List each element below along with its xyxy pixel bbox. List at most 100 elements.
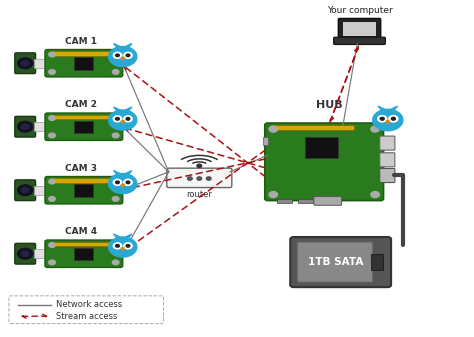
Circle shape xyxy=(18,121,33,132)
Circle shape xyxy=(112,260,119,265)
Circle shape xyxy=(109,47,137,67)
Circle shape xyxy=(21,188,29,193)
Circle shape xyxy=(21,251,29,256)
Circle shape xyxy=(113,179,122,185)
Circle shape xyxy=(378,116,387,122)
Bar xyxy=(34,186,47,195)
FancyBboxPatch shape xyxy=(15,180,36,201)
Circle shape xyxy=(49,196,55,201)
FancyBboxPatch shape xyxy=(15,116,36,137)
Circle shape xyxy=(21,61,29,66)
Circle shape xyxy=(373,109,403,131)
Text: HUB: HUB xyxy=(316,100,342,110)
Circle shape xyxy=(124,243,132,249)
Polygon shape xyxy=(121,57,125,60)
Circle shape xyxy=(116,54,119,57)
Circle shape xyxy=(116,245,119,247)
Text: Your computer: Your computer xyxy=(327,6,392,16)
Circle shape xyxy=(371,191,379,197)
FancyBboxPatch shape xyxy=(297,242,373,282)
Circle shape xyxy=(112,52,119,57)
Circle shape xyxy=(112,133,119,138)
FancyBboxPatch shape xyxy=(380,136,395,150)
FancyBboxPatch shape xyxy=(45,177,123,204)
FancyBboxPatch shape xyxy=(338,19,381,40)
Circle shape xyxy=(126,54,130,57)
Text: CAM 4: CAM 4 xyxy=(65,227,97,236)
Circle shape xyxy=(21,124,29,129)
Bar xyxy=(51,115,117,119)
Polygon shape xyxy=(121,121,125,124)
Bar xyxy=(305,137,338,158)
Polygon shape xyxy=(114,107,122,113)
Circle shape xyxy=(49,260,55,265)
Text: Stream access: Stream access xyxy=(55,312,117,321)
Polygon shape xyxy=(121,184,125,187)
Circle shape xyxy=(18,58,33,68)
Polygon shape xyxy=(389,106,398,112)
Polygon shape xyxy=(121,248,125,250)
FancyBboxPatch shape xyxy=(45,50,123,77)
Bar xyxy=(344,22,375,36)
FancyBboxPatch shape xyxy=(265,123,383,201)
Circle shape xyxy=(380,117,384,120)
Text: Network access: Network access xyxy=(55,300,122,309)
FancyBboxPatch shape xyxy=(334,37,385,44)
FancyBboxPatch shape xyxy=(15,243,36,264)
Bar xyxy=(263,137,268,145)
Circle shape xyxy=(126,245,130,247)
Circle shape xyxy=(112,196,119,201)
FancyBboxPatch shape xyxy=(45,240,123,268)
Polygon shape xyxy=(123,234,132,240)
Text: router: router xyxy=(186,189,212,198)
Circle shape xyxy=(112,243,119,247)
Bar xyxy=(74,121,93,133)
Circle shape xyxy=(49,52,55,57)
Polygon shape xyxy=(123,107,132,113)
FancyBboxPatch shape xyxy=(45,113,123,141)
Bar xyxy=(51,51,117,56)
Bar xyxy=(51,242,117,246)
Circle shape xyxy=(112,69,119,74)
FancyBboxPatch shape xyxy=(380,168,395,183)
Circle shape xyxy=(124,52,132,58)
Text: CAM 2: CAM 2 xyxy=(65,100,97,109)
Circle shape xyxy=(116,181,119,184)
Circle shape xyxy=(109,174,137,193)
Text: CAM 1: CAM 1 xyxy=(65,37,97,46)
FancyBboxPatch shape xyxy=(15,53,36,73)
Circle shape xyxy=(113,243,122,249)
Text: 1TB SATA: 1TB SATA xyxy=(308,257,364,267)
Polygon shape xyxy=(114,171,122,176)
Circle shape xyxy=(206,177,211,180)
Circle shape xyxy=(49,243,55,247)
Text: CAM 3: CAM 3 xyxy=(65,164,97,173)
Circle shape xyxy=(109,110,137,130)
Polygon shape xyxy=(114,43,122,49)
FancyBboxPatch shape xyxy=(380,153,395,167)
Polygon shape xyxy=(386,121,390,124)
Circle shape xyxy=(197,164,201,167)
Circle shape xyxy=(188,177,192,180)
Circle shape xyxy=(124,116,132,122)
Circle shape xyxy=(116,118,119,120)
Circle shape xyxy=(113,116,122,122)
FancyBboxPatch shape xyxy=(167,168,232,188)
Polygon shape xyxy=(123,171,132,176)
Circle shape xyxy=(124,179,132,185)
Circle shape xyxy=(18,248,33,259)
Circle shape xyxy=(113,52,122,58)
Circle shape xyxy=(269,126,277,132)
Circle shape xyxy=(126,118,130,120)
Bar xyxy=(74,248,93,261)
Circle shape xyxy=(49,116,55,120)
FancyBboxPatch shape xyxy=(314,196,342,205)
Bar xyxy=(277,198,292,203)
Polygon shape xyxy=(114,234,122,240)
Circle shape xyxy=(389,116,398,122)
Bar xyxy=(74,57,93,70)
Circle shape xyxy=(112,179,119,184)
FancyBboxPatch shape xyxy=(9,296,164,324)
Circle shape xyxy=(197,177,201,180)
Circle shape xyxy=(18,185,33,195)
